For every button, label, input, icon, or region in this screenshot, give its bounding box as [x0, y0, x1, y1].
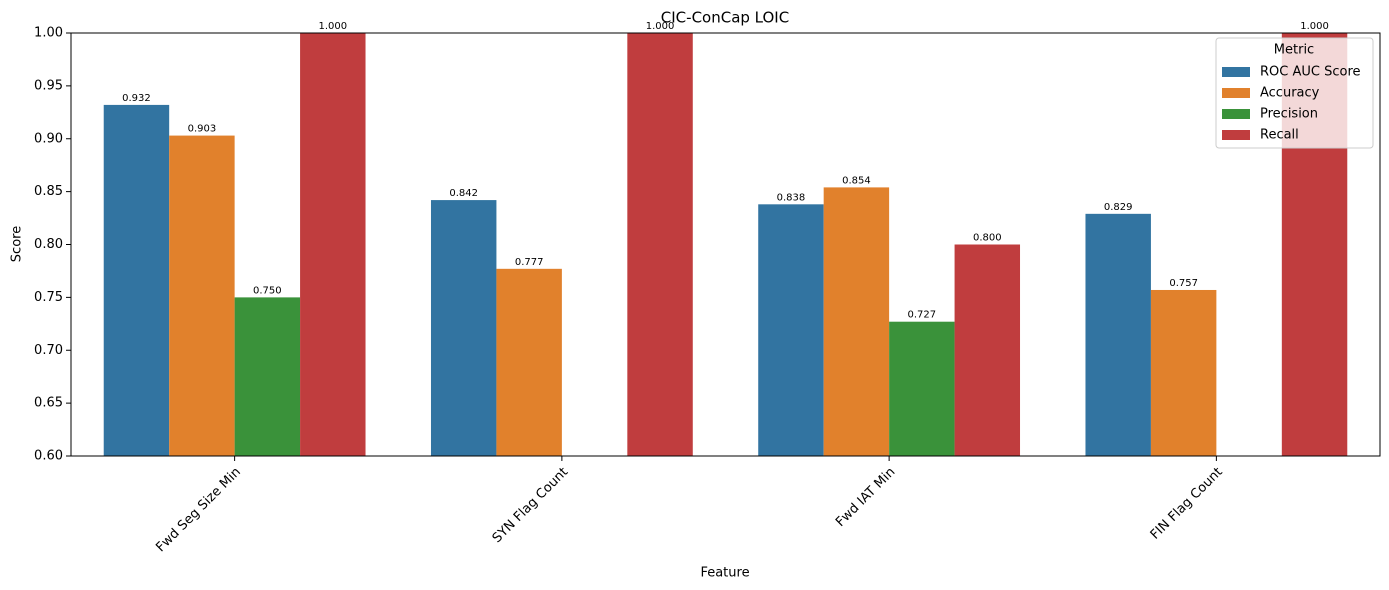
bar: [234, 297, 301, 456]
y-tick-label: 0.95: [34, 78, 63, 93]
legend-label: Precision: [1260, 107, 1318, 122]
value-label: 0.777: [515, 257, 544, 268]
bar: [103, 104, 170, 456]
bars: [103, 33, 1348, 456]
value-label: 0.757: [1169, 278, 1198, 289]
x-tick-label: Fwd Seg Size Min: [153, 465, 244, 556]
value-label: 0.727: [908, 310, 937, 321]
value-label: 0.903: [188, 124, 217, 135]
value-label: 0.842: [449, 188, 478, 199]
legend-swatch: [1222, 109, 1250, 119]
value-label: 0.829: [1104, 202, 1133, 213]
y-tick-label: 1.00: [34, 26, 63, 41]
bar: [889, 321, 955, 456]
bar: [627, 33, 693, 456]
value-label: 0.932: [122, 93, 151, 104]
value-label: 1.000: [646, 21, 675, 32]
value-label: 1.000: [1300, 21, 1329, 32]
x-tick-label: Fwd IAT Min: [833, 465, 898, 530]
x-tick-label: SYN Flag Count: [490, 465, 571, 546]
y-tick-label: 0.75: [34, 290, 63, 305]
legend-box: [1215, 37, 1374, 149]
bar: [1150, 289, 1217, 456]
value-label: 0.800: [973, 233, 1002, 244]
axes-frame: [70, 32, 1381, 457]
x-tick-label: FIN Flag Count: [1148, 465, 1226, 543]
y-axis-label: Score: [10, 226, 25, 262]
bar: [1085, 213, 1151, 456]
bar: [300, 33, 366, 456]
chart-title: CIC-ConCap LOIC: [661, 9, 789, 27]
y-tick-label: 0.85: [34, 184, 63, 199]
value-label: 1.000: [318, 21, 347, 32]
legend-swatch: [1222, 130, 1250, 140]
value-label: 0.854: [842, 175, 871, 186]
bar: [823, 187, 890, 456]
bar: [954, 244, 1021, 456]
value-label: 0.838: [777, 192, 806, 203]
legend-label: Recall: [1260, 128, 1299, 143]
y-tick-label: 0.65: [34, 396, 63, 411]
y-tick-label: 0.60: [34, 449, 63, 464]
value-label: 0.750: [253, 285, 282, 296]
bar: [430, 200, 497, 456]
y-tick-label: 0.80: [34, 237, 63, 252]
y-tick-label: 0.90: [34, 131, 63, 146]
legend-swatch: [1222, 88, 1250, 98]
x-axis-label: Feature: [700, 566, 749, 581]
bar: [496, 268, 562, 456]
bar: [169, 135, 235, 456]
y-tick-label: 0.70: [34, 343, 63, 358]
legend-label: Accuracy: [1260, 86, 1320, 101]
bar: [758, 204, 824, 456]
legend-title: Metric: [1274, 43, 1314, 58]
legend-swatch: [1222, 67, 1250, 77]
legend-label: ROC AUC Score: [1260, 65, 1361, 80]
